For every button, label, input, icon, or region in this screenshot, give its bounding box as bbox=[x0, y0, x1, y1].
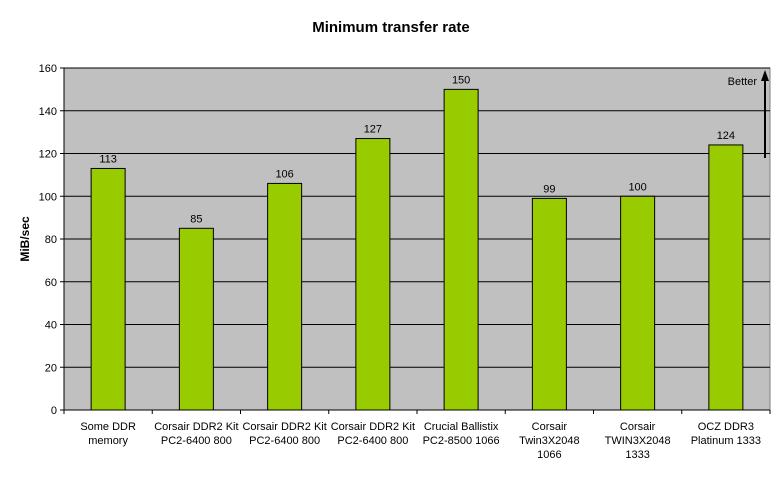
x-tick-label: Corsair DDR2 Kit PC2-6400 800 bbox=[331, 421, 415, 447]
data-labels: 113 85 106 127 150 99 100 124 bbox=[99, 74, 735, 225]
bars bbox=[90, 88, 744, 411]
x-tick-label: Corsair DDR2 Kit PC2-6400 800 bbox=[242, 421, 326, 447]
x-tick-label: Corsair DDR2 Kit PC2-6400 800 bbox=[154, 421, 238, 447]
data-label: 150 bbox=[452, 74, 470, 86]
data-label: 127 bbox=[364, 124, 382, 136]
bar bbox=[178, 227, 214, 411]
data-label: 99 bbox=[543, 183, 555, 195]
y-tick-label: 0 bbox=[51, 405, 57, 417]
bar bbox=[708, 144, 744, 411]
y-tick-label: 140 bbox=[39, 106, 57, 118]
better-annotation: Better bbox=[728, 70, 769, 158]
data-label: 85 bbox=[190, 213, 202, 225]
bar bbox=[443, 88, 479, 411]
data-label: 124 bbox=[717, 130, 735, 142]
up-arrow-icon bbox=[761, 70, 769, 81]
better-label: Better bbox=[728, 76, 758, 88]
x-axis-categories: Some DDR memory Corsair DDR2 Kit PC2-6400 8… bbox=[80, 421, 761, 461]
data-label: 100 bbox=[628, 181, 646, 193]
data-label: 106 bbox=[275, 168, 293, 180]
x-tick-label: Corsair TWIN3X2048 1333 bbox=[605, 421, 671, 461]
bar bbox=[267, 182, 303, 411]
y-axis-title: MiB/sec bbox=[18, 216, 32, 262]
chart-title: Minimum transfer rate bbox=[312, 19, 470, 36]
y-tick-label: 80 bbox=[45, 234, 57, 246]
y-tick-label: 20 bbox=[45, 362, 57, 374]
x-tick-label: Corsair Twin3X2048 1066 bbox=[519, 421, 580, 461]
x-tick-label: Some DDR memory bbox=[80, 421, 136, 447]
x-tick-label: Crucial Ballistix PC2-8500 1066 bbox=[423, 421, 500, 447]
data-label: 113 bbox=[99, 153, 117, 165]
y-tick-label: 60 bbox=[45, 277, 57, 289]
bar bbox=[90, 167, 126, 411]
y-tick-label: 40 bbox=[45, 320, 57, 332]
bar bbox=[531, 197, 567, 411]
bar bbox=[355, 138, 391, 411]
x-tick-label: OCZ DDR3 Platinum 1333 bbox=[691, 421, 761, 447]
y-tick-label: 100 bbox=[39, 191, 57, 203]
bar bbox=[620, 195, 656, 411]
y-tick-label: 120 bbox=[39, 149, 57, 161]
y-tick-label: 160 bbox=[39, 63, 57, 75]
